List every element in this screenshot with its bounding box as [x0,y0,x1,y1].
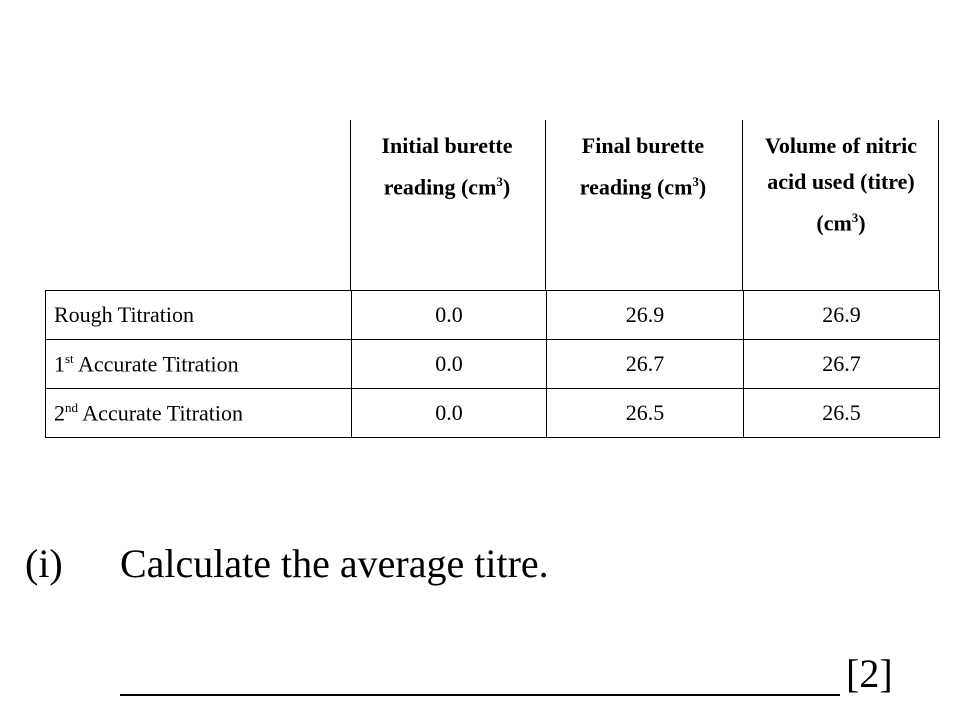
header-cell: Initial burette reading (cm3) [372,128,522,205]
header-cell: Final burette reading (cm3) [568,128,718,205]
label-text: Rough Titration [54,302,194,327]
cell: 26.7 [546,339,744,389]
row: 2nd Accurate Titration 0.0 26.5 26.5 [45,388,940,438]
row: 1st Accurate Titration 0.0 26.7 26.7 [45,339,940,389]
cell: 26.7 [743,339,940,389]
header-text: ) [502,174,511,200]
question-number: (i) [25,541,63,586]
row-label: 1st Accurate Titration [45,339,352,389]
ordinal-suffix: nd [65,399,78,415]
question-text: Calculate the average titre. [120,541,549,586]
row-label: Rough Titration [45,290,352,340]
header-border [350,120,351,290]
header-text: ) [698,174,707,200]
header-text: Volume of nitric acid used (titre) (cm [765,133,917,236]
header-border [938,120,939,290]
cell: 26.5 [546,388,744,438]
header-text: Final burette reading (cm [579,133,705,200]
header-border [742,120,743,290]
header-sup: 3 [692,174,699,189]
label-text: Accurate Titration [77,351,239,377]
cell: 26.9 [546,290,744,340]
label-text: Accurate Titration [82,400,243,426]
marks: [2] [846,651,893,696]
header-sup: 3 [496,174,503,189]
header-cell: Volume of nitric acid used (titre) (cm3) [748,128,934,241]
cell: 26.9 [743,290,940,340]
row: Rough Titration 0.0 26.9 26.9 [45,290,940,340]
answer-line [120,694,840,696]
ordinal: 2 [54,400,65,426]
header-sup: 3 [851,210,859,225]
header-text: ) [858,210,866,236]
cell: 0.0 [351,388,547,438]
cell: 0.0 [351,339,547,389]
row-label: 2nd Accurate Titration [45,388,352,438]
cell: 0.0 [351,290,547,340]
header-text: Initial burette reading (cm [381,133,513,200]
cell: 26.5 [743,388,940,438]
ordinal-suffix: st [65,350,74,366]
ordinal: 1 [54,351,65,377]
header-border [545,120,546,290]
table: Rough Titration 0.0 26.9 26.9 1st Accura… [45,290,940,438]
